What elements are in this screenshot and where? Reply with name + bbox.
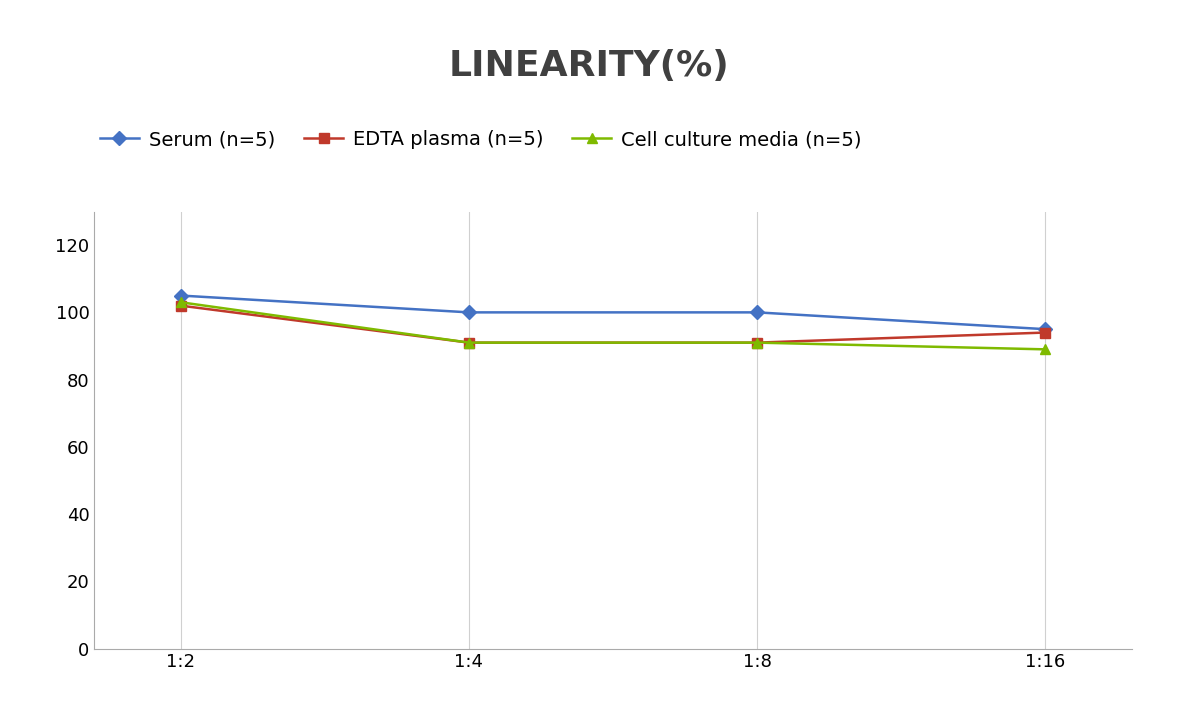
EDTA plasma (n=5)	[462, 338, 476, 347]
Serum (n=5)	[750, 308, 764, 317]
Legend: Serum (n=5), EDTA plasma (n=5), Cell culture media (n=5): Serum (n=5), EDTA plasma (n=5), Cell cul…	[92, 123, 869, 157]
Serum (n=5)	[173, 291, 187, 300]
Line: EDTA plasma (n=5): EDTA plasma (n=5)	[176, 301, 1050, 348]
Cell culture media (n=5)	[750, 338, 764, 347]
Line: Cell culture media (n=5): Cell culture media (n=5)	[176, 298, 1050, 354]
Cell culture media (n=5)	[1039, 345, 1053, 354]
EDTA plasma (n=5)	[750, 338, 764, 347]
EDTA plasma (n=5)	[1039, 329, 1053, 337]
Cell culture media (n=5)	[462, 338, 476, 347]
Serum (n=5)	[462, 308, 476, 317]
Serum (n=5)	[1039, 325, 1053, 333]
Text: LINEARITY(%): LINEARITY(%)	[449, 49, 730, 83]
Cell culture media (n=5)	[173, 298, 187, 307]
Line: Serum (n=5): Serum (n=5)	[176, 290, 1050, 334]
EDTA plasma (n=5)	[173, 302, 187, 310]
